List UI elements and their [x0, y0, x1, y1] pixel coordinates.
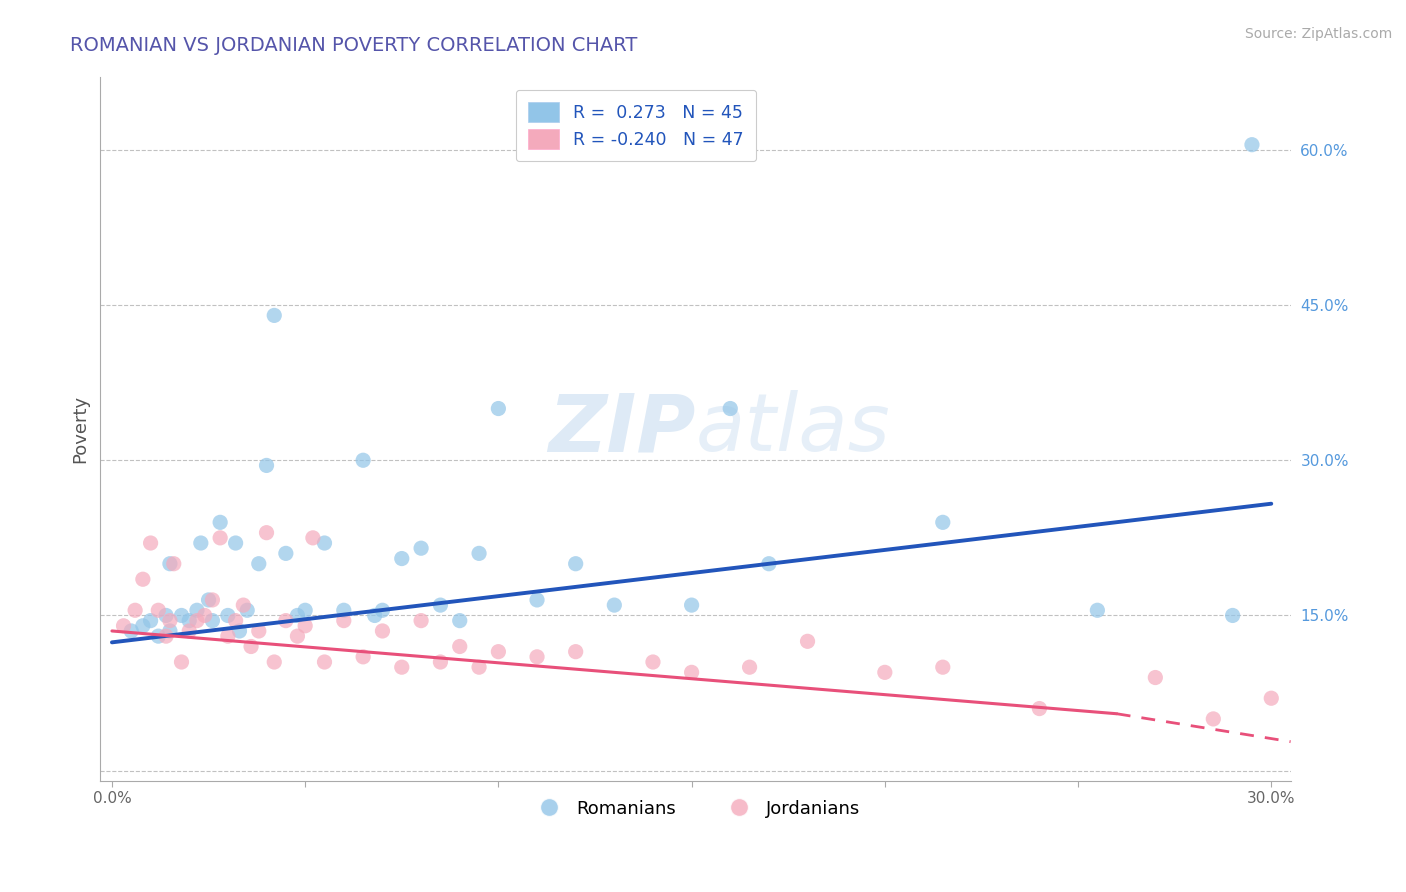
Point	[738, 660, 761, 674]
Point	[758, 557, 780, 571]
Point	[197, 593, 219, 607]
Point	[364, 608, 387, 623]
Point	[159, 557, 181, 571]
Point	[194, 608, 217, 623]
Point	[333, 603, 356, 617]
Point	[228, 624, 250, 638]
Point	[274, 546, 297, 560]
Point	[932, 516, 955, 530]
Point	[179, 614, 201, 628]
Point	[186, 603, 208, 617]
Point	[371, 624, 394, 638]
Point	[718, 401, 741, 416]
Point	[603, 598, 626, 612]
Point	[429, 655, 451, 669]
Text: ZIP: ZIP	[548, 390, 696, 468]
Point	[371, 603, 394, 617]
Point	[468, 660, 491, 674]
Point	[179, 624, 201, 638]
Point	[391, 551, 413, 566]
Point	[1144, 671, 1167, 685]
Point	[486, 645, 509, 659]
Point	[287, 629, 309, 643]
Point	[287, 608, 309, 623]
Point	[1028, 701, 1050, 715]
Point	[201, 593, 224, 607]
Point	[186, 614, 208, 628]
Point	[486, 401, 509, 416]
Point	[263, 309, 285, 323]
Point	[641, 655, 664, 669]
Point	[391, 660, 413, 674]
Point	[302, 531, 325, 545]
Point	[217, 629, 239, 643]
Point	[411, 541, 433, 556]
Point	[449, 640, 471, 654]
Point	[132, 619, 155, 633]
Text: Source: ZipAtlas.com: Source: ZipAtlas.com	[1244, 27, 1392, 41]
Point	[247, 557, 270, 571]
Point	[139, 614, 162, 628]
Text: ROMANIAN VS JORDANIAN POVERTY CORRELATION CHART: ROMANIAN VS JORDANIAN POVERTY CORRELATIO…	[70, 36, 638, 54]
Point	[159, 614, 181, 628]
Point	[139, 536, 162, 550]
Point	[1260, 691, 1282, 706]
Point	[314, 655, 336, 669]
Point	[201, 614, 224, 628]
Point	[352, 649, 374, 664]
Y-axis label: Poverty: Poverty	[72, 395, 89, 463]
Point	[232, 598, 254, 612]
Point	[170, 655, 193, 669]
Point	[526, 593, 548, 607]
Point	[240, 640, 263, 654]
Point	[681, 598, 703, 612]
Text: atlas: atlas	[696, 390, 890, 468]
Point	[124, 603, 146, 617]
Point	[1240, 137, 1263, 152]
Point	[564, 557, 586, 571]
Point	[449, 614, 471, 628]
Point	[256, 458, 278, 473]
Point	[209, 516, 232, 530]
Point	[564, 645, 586, 659]
Point	[217, 608, 239, 623]
Point	[209, 531, 232, 545]
Point	[429, 598, 451, 612]
Point	[155, 608, 177, 623]
Point	[314, 536, 336, 550]
Point	[112, 619, 135, 633]
Point	[132, 572, 155, 586]
Point	[225, 536, 247, 550]
Point	[294, 619, 316, 633]
Legend: Romanians, Jordanians: Romanians, Jordanians	[523, 792, 868, 825]
Point	[155, 629, 177, 643]
Point	[352, 453, 374, 467]
Point	[148, 603, 170, 617]
Point	[1202, 712, 1225, 726]
Point	[225, 614, 247, 628]
Point	[256, 525, 278, 540]
Point	[1085, 603, 1108, 617]
Point	[236, 603, 259, 617]
Point	[681, 665, 703, 680]
Point	[294, 603, 316, 617]
Point	[170, 608, 193, 623]
Point	[120, 624, 142, 638]
Point	[333, 614, 356, 628]
Point	[148, 629, 170, 643]
Point	[796, 634, 818, 648]
Point	[247, 624, 270, 638]
Point	[159, 624, 181, 638]
Point	[1222, 608, 1244, 623]
Point	[190, 536, 212, 550]
Point	[468, 546, 491, 560]
Point	[932, 660, 955, 674]
Point	[873, 665, 896, 680]
Point	[411, 614, 433, 628]
Point	[274, 614, 297, 628]
Point	[263, 655, 285, 669]
Point	[526, 649, 548, 664]
Point	[163, 557, 186, 571]
